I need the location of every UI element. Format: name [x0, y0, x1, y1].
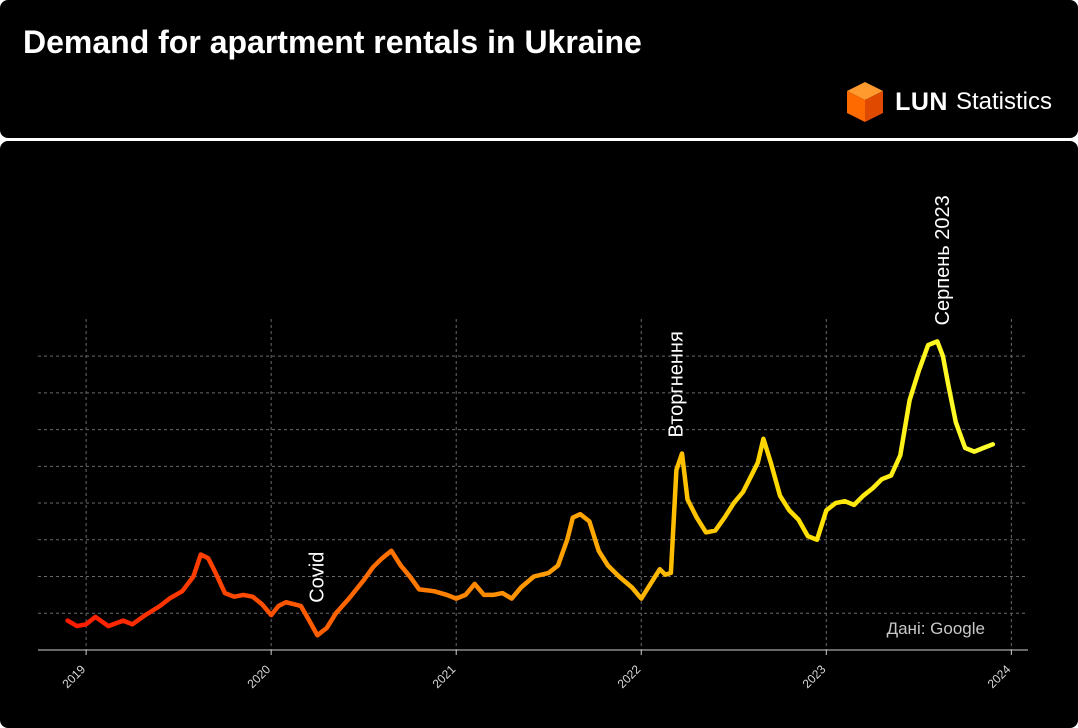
x-axis-ticks: 2019 2020 2021 2022 2023 2024: [59, 650, 1014, 691]
annotations: Covid Вторгнення Серпень 2023: [306, 195, 953, 603]
horizontal-gridlines: [38, 355, 1028, 614]
annotation-2: Серпень 2023: [932, 195, 954, 325]
x-tick-label-4: 2023: [800, 662, 829, 691]
line-chart: 2019 2020 2021 2022 2023 2024 Covid Вторгнення…: [38, 195, 1028, 691]
logo-brand: LUN: [895, 87, 948, 116]
lun-logo: LUN Statistics: [845, 80, 1052, 124]
x-tick-label-5: 2024: [985, 662, 1014, 691]
page-title: Demand for apartment rentals in Ukraine: [23, 24, 642, 60]
x-tick-label-3: 2022: [615, 662, 644, 691]
x-tick-label-0: 2019: [59, 662, 88, 691]
logo-subtitle: Statistics: [955, 88, 1052, 115]
x-tick-label-2: 2021: [430, 662, 459, 691]
x-tick-label-1: 2020: [244, 662, 273, 691]
series-line: [65, 339, 996, 638]
chart-panel: 2019 2020 2021 2022 2023 2024 Covid Вторгнення…: [0, 141, 1078, 728]
vertical-gridlines: [85, 319, 1012, 650]
cube-logo-icon: [847, 82, 884, 122]
header-panel: Demand for apartment rentals in Ukraine …: [0, 0, 1078, 138]
source-label: Дані: Google: [887, 619, 985, 638]
annotation-0: Covid: [306, 552, 328, 603]
annotation-1: Вторгнення: [665, 331, 687, 437]
